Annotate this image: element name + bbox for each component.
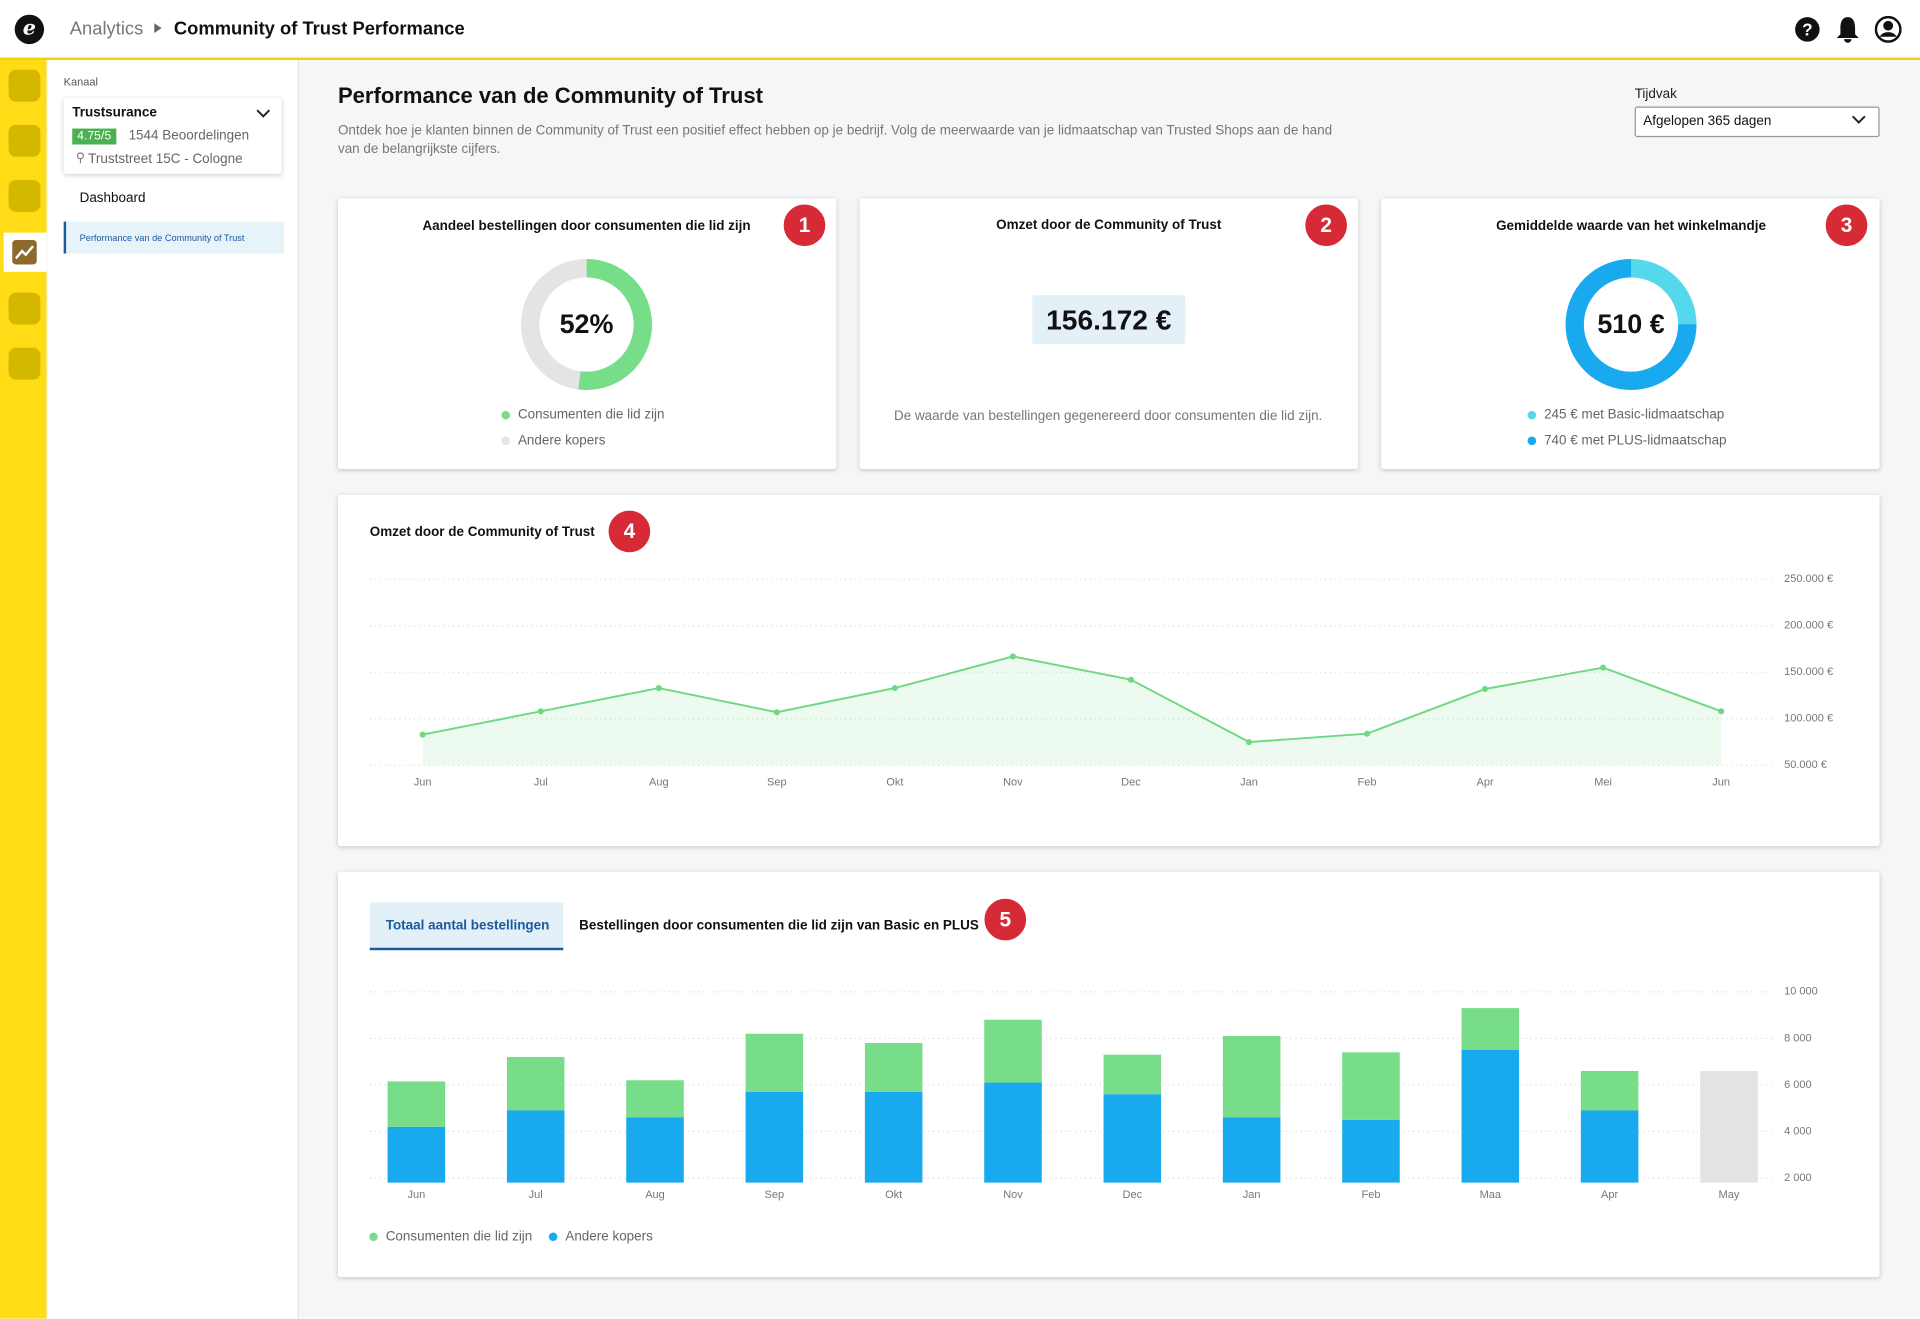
card [1381,198,1880,469]
breadcrumb-arrow [154,23,162,34]
chevron [1851,115,1866,124]
tab[interactable]: Totaal aantal bestellingen [385,918,550,934]
review-count: 1544 Beoordelingen [128,128,250,144]
rail-item[interactable] [8,180,41,212]
breadcrumb-section[interactable]: Analytics [69,18,144,40]
tab-active-bg[interactable] [369,902,564,951]
logo[interactable]: e [14,14,45,45]
rail-item[interactable] [8,124,41,157]
rail-item[interactable] [8,347,41,380]
rail-item[interactable] [8,292,41,325]
revenue-value: 156.172 € [1032,295,1186,345]
pin-icon: ⚲ [75,151,85,166]
help-icon[interactable]: ? [1795,17,1820,42]
nav-item[interactable]: Performance van de Community of Trust [79,232,245,244]
nav-item-active-bg[interactable] [63,221,285,254]
revenue-description: De waarde van bestellingen gegenereerd d… [893,408,1323,424]
top-bar [0,0,1920,61]
channel-name: Trustsurance [72,105,157,121]
rail-item[interactable] [8,69,41,102]
page-title: Performance van de Community of Trust [337,83,763,108]
channel-label: Kanaal [63,75,98,89]
user-icon[interactable] [1874,15,1902,43]
card-title: Omzet door de Community of Trust [996,217,1222,233]
card [337,871,1880,1278]
rating-badge: 4.75/5 [72,128,117,145]
breadcrumb-title: Community of Trust Performance [173,18,465,40]
period-value: Afgelopen 365 dagen [1643,113,1772,129]
card [337,198,837,469]
page-description: Ontdek hoe je klanten binnen de Communit… [337,123,1333,157]
bell-icon[interactable] [1836,16,1860,43]
chevron [256,109,271,118]
nav-item[interactable]: Dashboard [79,191,146,206]
sidebar [47,60,299,1319]
tab[interactable]: Bestellingen door consumenten die lid zi… [579,918,979,934]
period-select[interactable] [1634,106,1880,138]
period-label: Tijdvak [1634,86,1677,102]
card [337,494,1880,847]
address: Truststreet 15C - Cologne [88,151,243,167]
analytics-icon [12,240,37,265]
